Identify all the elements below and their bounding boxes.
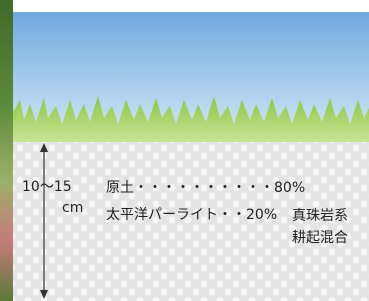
mix-label: 原土・・・・・・・・・・80% bbox=[106, 180, 305, 196]
photo-edge bbox=[0, 0, 13, 301]
depth-unit: cm bbox=[62, 200, 83, 216]
method-label: 耕起混合 bbox=[292, 229, 348, 246]
method-label: 真珠岩系 bbox=[292, 208, 348, 224]
soil-diagram: 10〜15 cm 原土・・・・・・・・・・80% 太平洋パーライト・・20% 真… bbox=[0, 0, 369, 301]
mix-label: 太平洋パーライト・・20% bbox=[106, 207, 277, 223]
depth-range: 10〜15 bbox=[22, 179, 72, 195]
